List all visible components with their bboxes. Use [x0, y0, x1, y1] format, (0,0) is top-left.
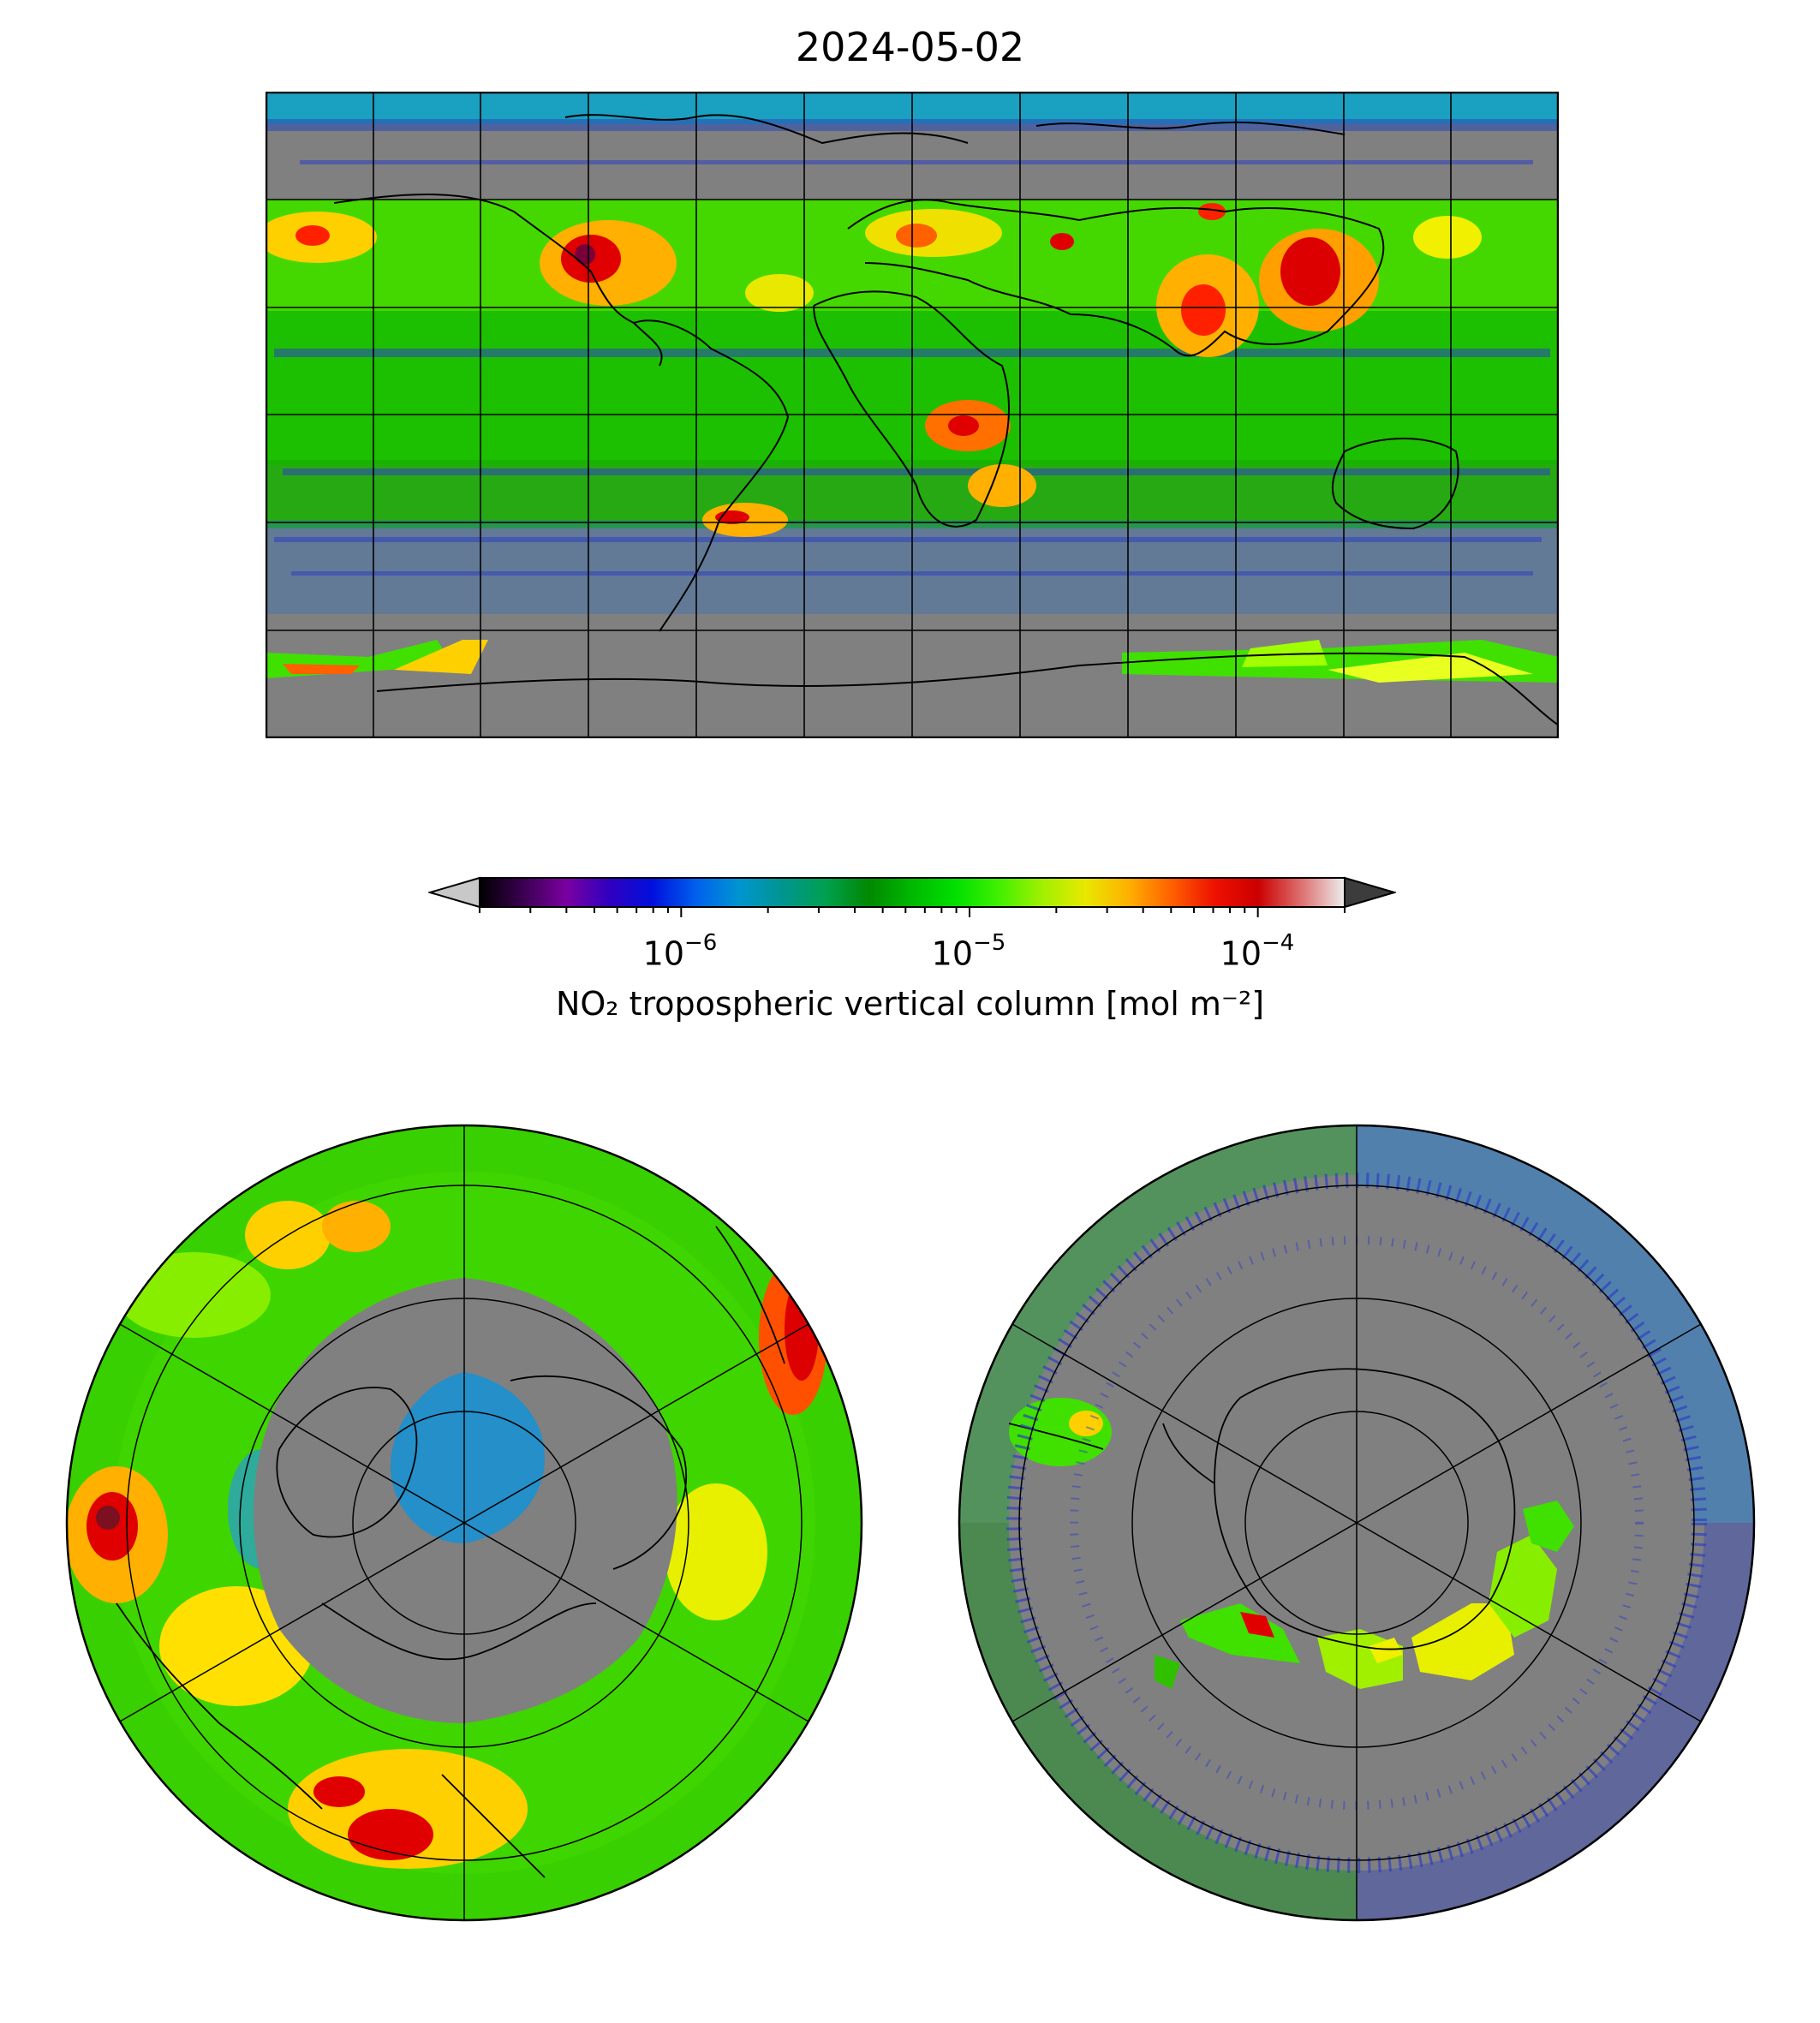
north-polar-map — [65, 1124, 863, 1922]
colorbar-under-extension — [428, 876, 480, 909]
coastlines — [1008, 1368, 1695, 1913]
colorbar-label: NO₂ tropospheric vertical column [mol m⁻… — [555, 985, 1265, 1023]
antarctic-swaths — [266, 640, 1559, 683]
colorbar-tick-label: 10−4 — [1220, 930, 1295, 973]
gridlines — [119, 1125, 809, 1920]
map-frame — [65, 1124, 863, 1922]
coastlines — [116, 1226, 785, 1878]
antarctic-swaths — [1155, 1501, 1574, 1689]
gridlines — [266, 92, 1559, 738]
colorbar-tick-label: 10−6 — [642, 930, 718, 973]
high-value-regions — [266, 203, 1482, 537]
south-polar-map — [958, 1124, 1756, 1922]
gridlines — [1011, 1125, 1702, 1920]
colorbar-ticks — [479, 907, 1346, 917]
colorbar — [428, 876, 1396, 917]
plot-title: 2024-05-02 — [795, 24, 1025, 70]
colorbar-over-extension — [1344, 876, 1396, 909]
coastlines — [333, 114, 1559, 726]
map-frame — [958, 1124, 1756, 1922]
colorbar-tick-label: 10−5 — [931, 930, 1006, 973]
global-map — [266, 92, 1559, 738]
map-frame — [266, 92, 1559, 738]
colorbar-gradient — [479, 877, 1346, 908]
